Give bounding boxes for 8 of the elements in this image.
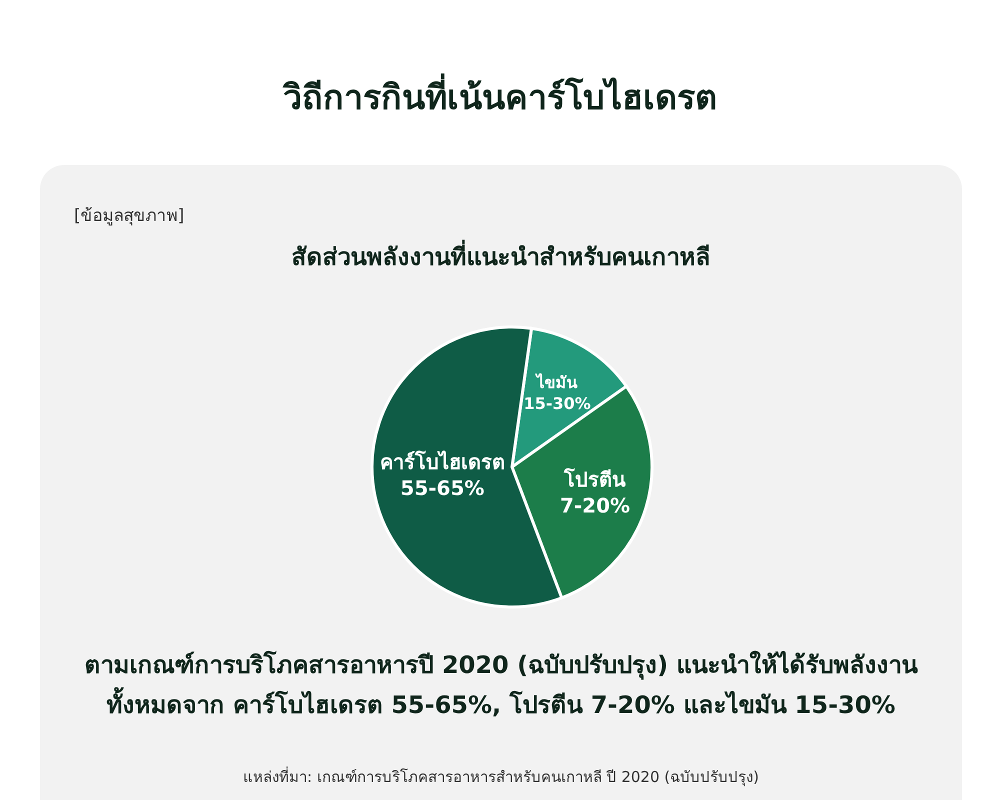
slice-label: ไขมัน 15-30% bbox=[524, 373, 591, 413]
chart-title: วิถีการกินที่เน้นคาร์โบไฮเดรต bbox=[282, 72, 718, 120]
text: [ข้อมูลสุขภาพ] bbox=[74, 205, 184, 228]
text: แหล่งที่มา: เกณฑ์การบริโภคสารอาหารสำหรับคนเกาหลี ปี 2020 (ฉบับปรับปรุง) bbox=[242, 766, 760, 788]
text: ตามเกณฑ์การบริโภคสารอาหารปี 2020 (ฉบับปรับปรุง) แนะนำให้ได้รับพลังงานทั้งหมดจาก คาร์โบไฮเดรต 55-65%, โปรตีน 7-20% และไขมัน 15-30% bbox=[84, 650, 919, 721]
slice-label: คาร์โบไฮเดรต 55-65% bbox=[380, 450, 505, 500]
chart-subtitle: สัดส่วนพลังงานที่แนะนำสำหรับคนเกาหลี bbox=[290, 238, 712, 273]
slice-label: โปรตีน 7-20% bbox=[560, 467, 630, 518]
